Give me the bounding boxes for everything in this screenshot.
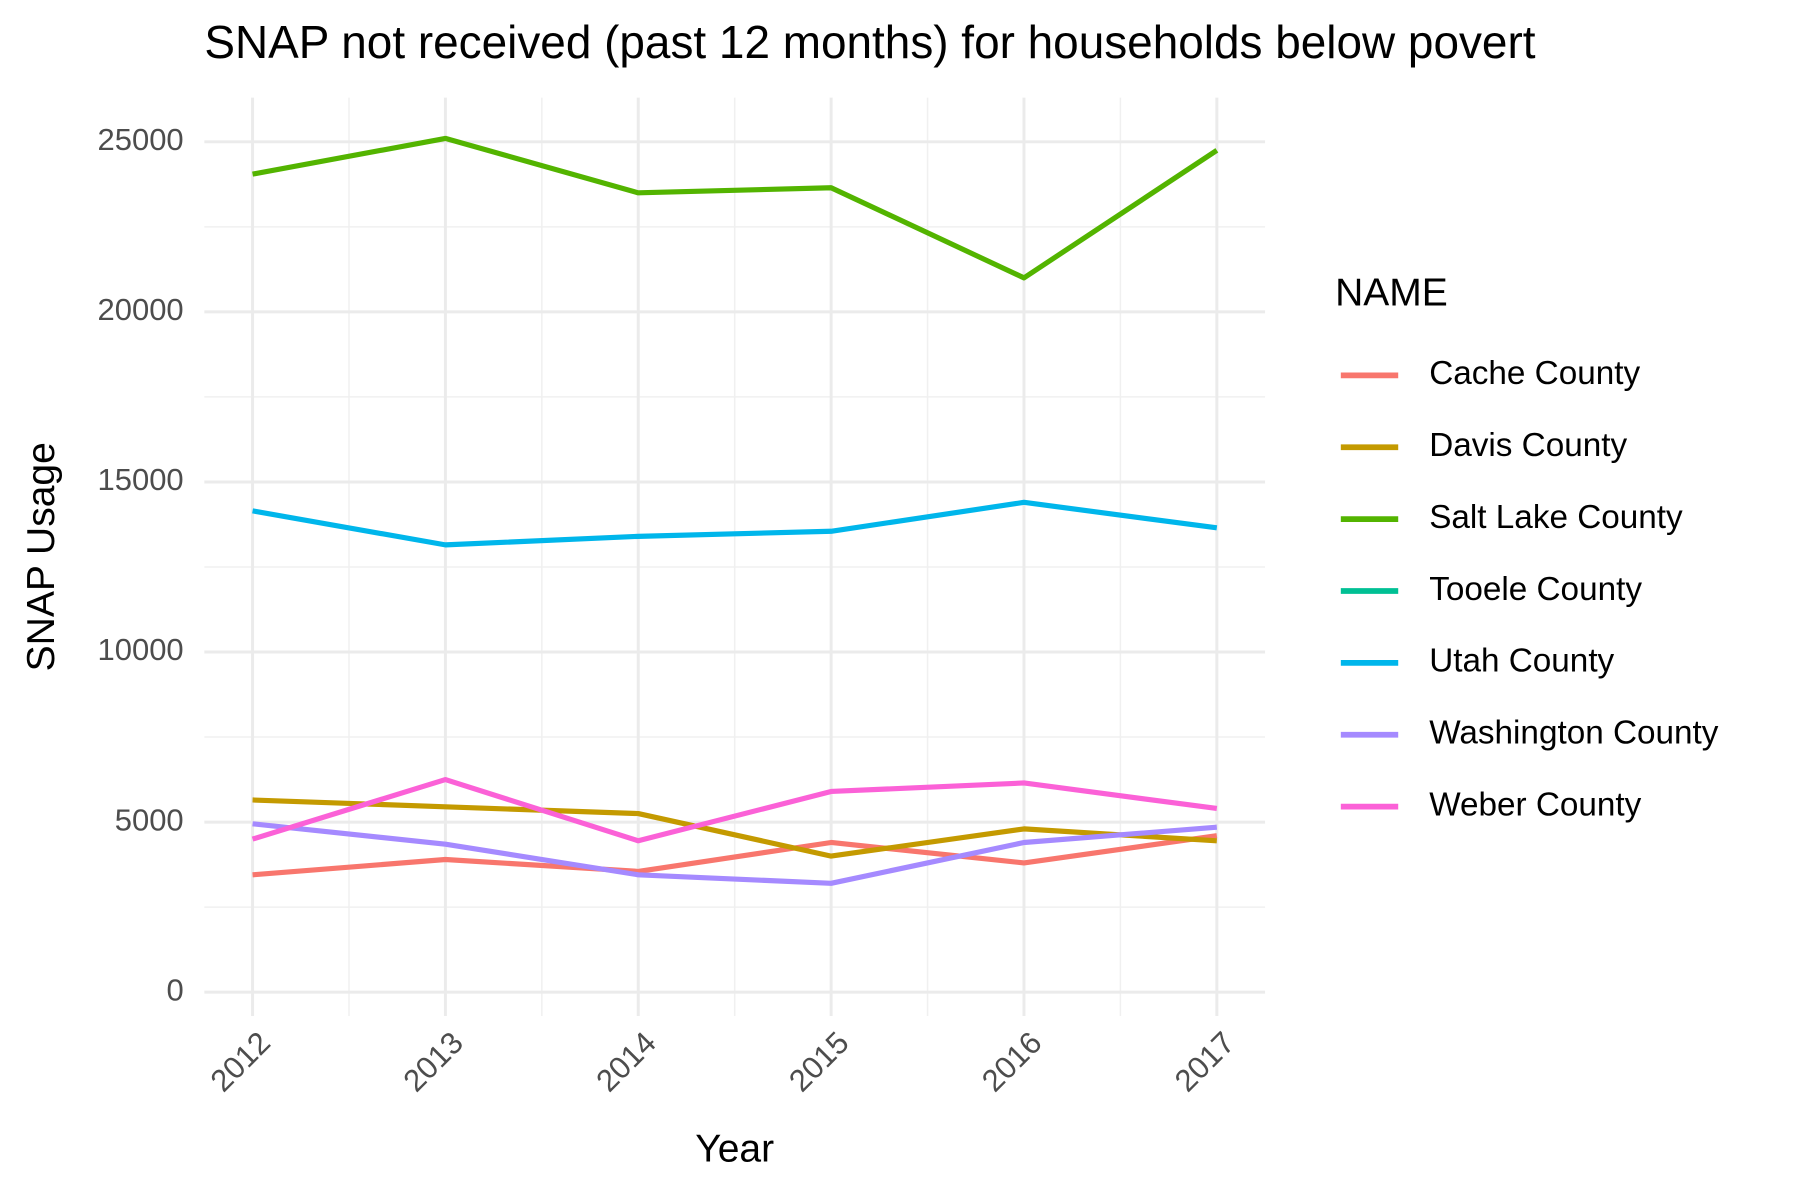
series-line bbox=[252, 797, 1217, 859]
series-line bbox=[252, 821, 1218, 886]
y-tick-label: 0 bbox=[166, 972, 183, 1007]
legend-label: Tooele County bbox=[1429, 571, 1642, 608]
legend-label: Utah County bbox=[1429, 643, 1614, 680]
x-tick-label: 2012 bbox=[204, 1025, 277, 1098]
x-tick-label: 2014 bbox=[589, 1025, 662, 1098]
chart-title: SNAP not received (past 12 months) for h… bbox=[204, 16, 1535, 68]
y-tick-label: 25000 bbox=[98, 122, 184, 157]
legend-label: Cache County bbox=[1429, 355, 1640, 392]
x-tick-label: 2013 bbox=[396, 1025, 469, 1098]
x-axis-title: Year bbox=[695, 1128, 774, 1171]
y-tick-label: 15000 bbox=[98, 462, 184, 497]
series-line bbox=[252, 499, 1218, 548]
series-line bbox=[252, 833, 1218, 878]
y-tick-label: 20000 bbox=[98, 292, 184, 327]
legend-label: Weber County bbox=[1429, 786, 1641, 823]
legend-label: Davis County bbox=[1429, 427, 1627, 464]
series-line bbox=[251, 776, 1218, 844]
x-tick-label: 2016 bbox=[975, 1025, 1048, 1098]
grid bbox=[204, 97, 1266, 1016]
y-axis-title: SNAP Usage bbox=[20, 442, 63, 671]
y-tick-label: 5000 bbox=[115, 802, 184, 837]
x-tick-label: 2017 bbox=[1168, 1025, 1241, 1098]
legend-label: Washington County bbox=[1429, 715, 1719, 752]
legend: Cache County Davis County Salt Lake County… bbox=[1340, 355, 1719, 823]
series-line bbox=[252, 135, 1219, 281]
legend-title: NAME bbox=[1335, 271, 1448, 314]
legend-label: Salt Lake County bbox=[1429, 499, 1683, 536]
y-tick-label: 10000 bbox=[98, 632, 184, 667]
lines bbox=[251, 135, 1219, 886]
x-tick-label: 2015 bbox=[782, 1025, 855, 1098]
